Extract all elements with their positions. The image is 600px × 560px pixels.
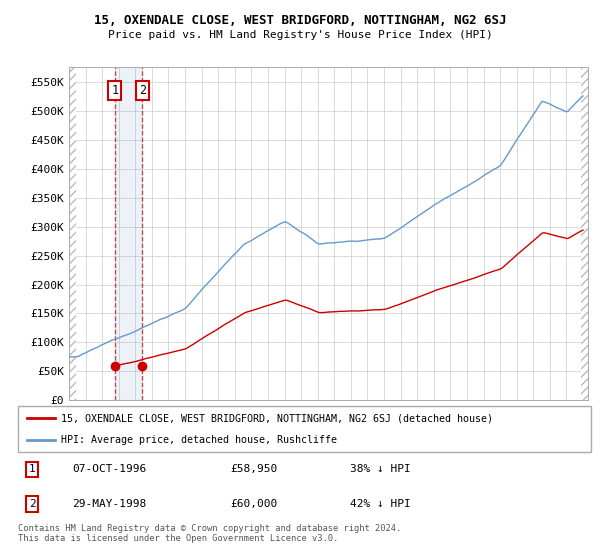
- Text: 42% ↓ HPI: 42% ↓ HPI: [350, 499, 411, 509]
- Text: 38% ↓ HPI: 38% ↓ HPI: [350, 464, 411, 474]
- Text: £60,000: £60,000: [230, 499, 277, 509]
- Bar: [581, 67, 588, 400]
- Text: 07-OCT-1996: 07-OCT-1996: [73, 464, 146, 474]
- Bar: [115, 67, 142, 400]
- Text: 1: 1: [112, 84, 118, 97]
- Text: 15, OXENDALE CLOSE, WEST BRIDGFORD, NOTTINGHAM, NG2 6SJ: 15, OXENDALE CLOSE, WEST BRIDGFORD, NOTT…: [94, 14, 506, 27]
- Text: Contains HM Land Registry data © Crown copyright and database right 2024.
This d: Contains HM Land Registry data © Crown c…: [18, 524, 401, 543]
- Text: HPI: Average price, detached house, Rushcliffe: HPI: Average price, detached house, Rush…: [61, 435, 337, 445]
- Text: Price paid vs. HM Land Registry's House Price Index (HPI): Price paid vs. HM Land Registry's House …: [107, 30, 493, 40]
- Text: 2: 2: [139, 84, 146, 97]
- Text: 2: 2: [29, 499, 36, 509]
- Text: 1: 1: [29, 464, 36, 474]
- Text: 29-MAY-1998: 29-MAY-1998: [73, 499, 146, 509]
- Text: 15, OXENDALE CLOSE, WEST BRIDGFORD, NOTTINGHAM, NG2 6SJ (detached house): 15, OXENDALE CLOSE, WEST BRIDGFORD, NOTT…: [61, 413, 493, 423]
- Bar: [69, 67, 76, 400]
- Text: £58,950: £58,950: [230, 464, 277, 474]
